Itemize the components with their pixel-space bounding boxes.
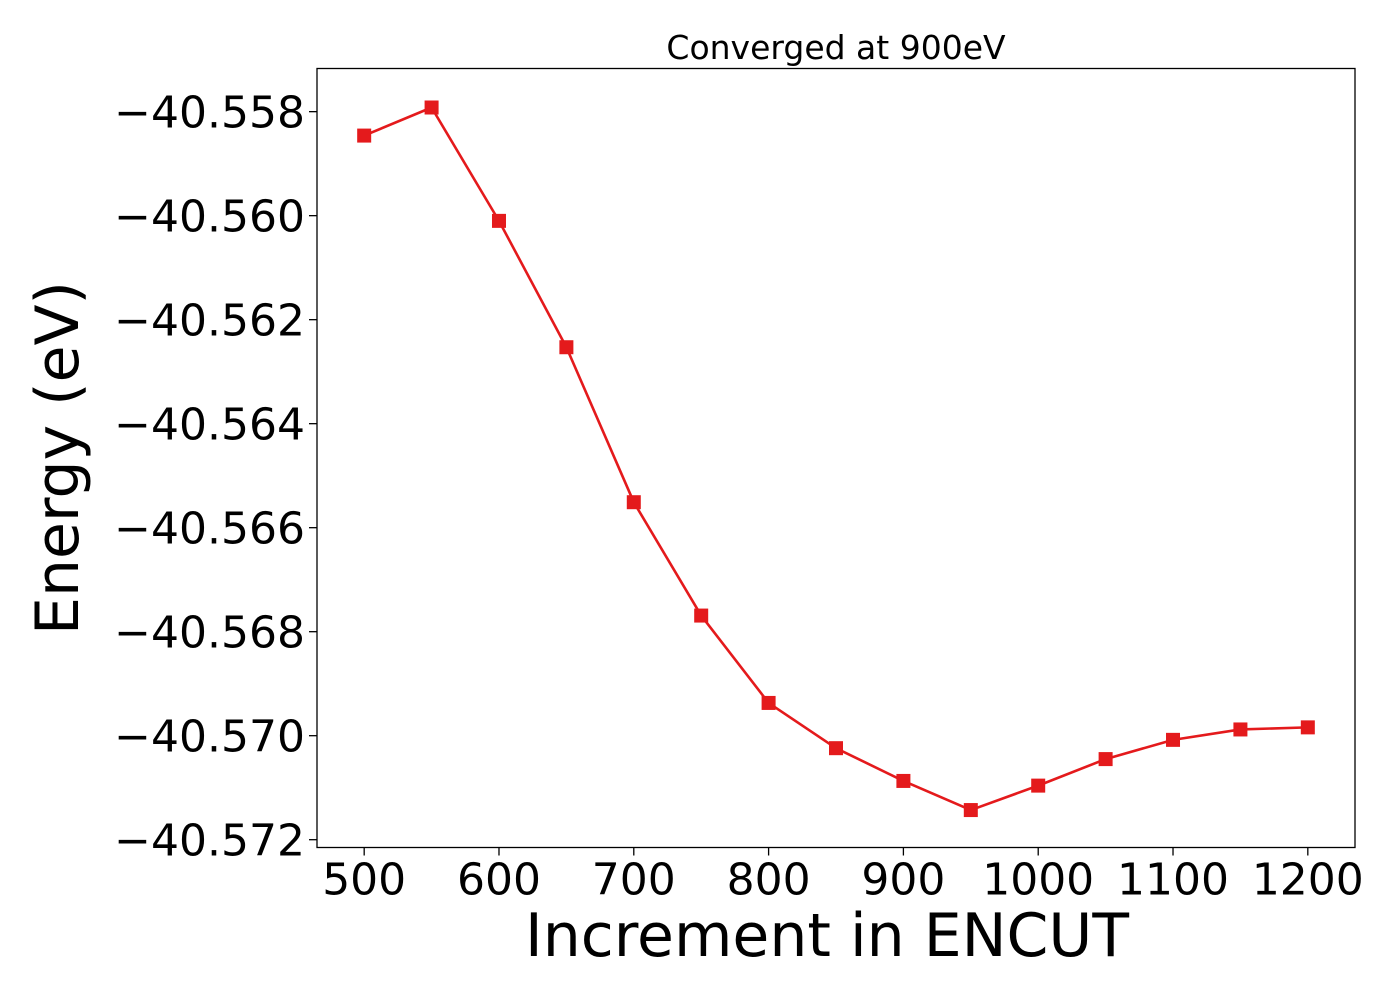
data-point-marker bbox=[964, 803, 978, 817]
x-tick-label: 1200 bbox=[1252, 855, 1364, 906]
x-tick-label: 1000 bbox=[982, 855, 1094, 906]
data-point-marker bbox=[1166, 733, 1180, 747]
y-tick-label: −40.564 bbox=[114, 400, 305, 451]
data-point-marker bbox=[762, 696, 776, 710]
data-point-marker bbox=[492, 214, 506, 228]
y-tick-label: −40.558 bbox=[114, 88, 305, 139]
y-tick-label: −40.566 bbox=[114, 504, 305, 555]
chart-title: Converged at 900eV bbox=[666, 28, 1006, 67]
x-tick-label: 600 bbox=[457, 855, 541, 906]
data-point-marker bbox=[1233, 722, 1247, 736]
data-point-marker bbox=[425, 101, 439, 115]
x-tick-label: 700 bbox=[592, 855, 676, 906]
data-point-marker bbox=[1099, 752, 1113, 766]
data-point-marker bbox=[896, 774, 910, 788]
data-point-marker bbox=[627, 495, 641, 509]
x-tick-label: 900 bbox=[861, 855, 945, 906]
data-point-marker bbox=[829, 741, 843, 755]
y-axis-label: Energy (eV) bbox=[23, 281, 93, 635]
data-point-marker bbox=[1301, 720, 1315, 734]
y-tick-label: −40.570 bbox=[114, 712, 305, 763]
x-axis-label: Increment in ENCUT bbox=[525, 901, 1129, 971]
y-tick-label: −40.572 bbox=[114, 816, 305, 867]
y-tick-label: −40.568 bbox=[114, 608, 305, 659]
y-tick-label: −40.562 bbox=[114, 296, 305, 347]
data-point-marker bbox=[1031, 779, 1045, 793]
data-point-marker bbox=[694, 609, 708, 623]
data-point-marker bbox=[559, 340, 573, 354]
x-tick-label: 1100 bbox=[1117, 855, 1229, 906]
x-tick-label: 500 bbox=[322, 855, 406, 906]
data-point-marker bbox=[357, 129, 371, 143]
y-tick-label: −40.560 bbox=[114, 192, 305, 243]
x-tick-label: 800 bbox=[727, 855, 811, 906]
